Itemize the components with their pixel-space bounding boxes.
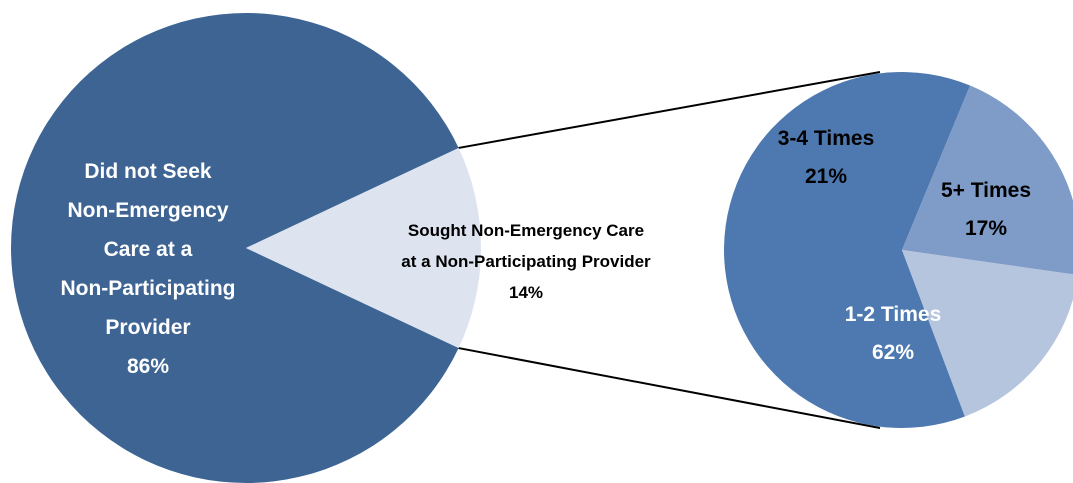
breakdown-label-0: 1-2 Times 62% [845, 303, 942, 364]
breakdown-label-0-line-0: 1-2 Times [845, 303, 942, 326]
main-label-0-line-1: Non-Emergency [67, 199, 228, 222]
main-label-1-line-0: Sought Non-Emergency Care [408, 221, 644, 240]
breakdown-label-2-line-0: 5+ Times [941, 179, 1031, 202]
breakdown-label-1-line-0: 3-4 Times [778, 127, 875, 150]
main-label-0-line-5: 86% [127, 355, 169, 378]
main-label-1-line-2: 14% [509, 283, 543, 302]
breakdown-label-1-line-1: 21% [805, 165, 847, 188]
main-label-0-line-0: Did not Seek [84, 160, 212, 183]
data-labels: Did not Seek Non-Emergency Care at a Non-Pa… [60, 127, 1031, 378]
main-label-0-line-3: Non-Participating [60, 277, 235, 300]
breakdown-label-1: 3-4 Times 21% [778, 127, 875, 188]
breakdown-pie [724, 71, 1073, 428]
main-label-0-line-2: Care at a [104, 238, 193, 261]
breakdown-slice-0 [724, 71, 971, 428]
main-label-1-line-1: at a Non-Participating Provider [401, 252, 651, 271]
breakdown-slice-1 [902, 85, 1073, 275]
connector-bottom [458, 347, 881, 429]
main-slice-0 [11, 12, 459, 483]
breakdown-slice-2 [902, 250, 1073, 417]
main-label-0: Did not Seek Non-Emergency Care at a Non-Pa… [60, 160, 235, 378]
main-slice-1 [246, 147, 481, 349]
breakdown-label-2: 5+ Times 17% [941, 179, 1031, 240]
main-pie [11, 12, 481, 483]
main-label-0-line-4: Provider [105, 316, 190, 339]
connector-top [458, 71, 881, 149]
main-label-1: Sought Non-Emergency Care at a Non-Partic… [401, 221, 651, 302]
connector-lines [458, 71, 881, 429]
breakdown-label-2-line-1: 17% [965, 217, 1007, 240]
breakdown-label-0-line-1: 62% [872, 341, 914, 364]
